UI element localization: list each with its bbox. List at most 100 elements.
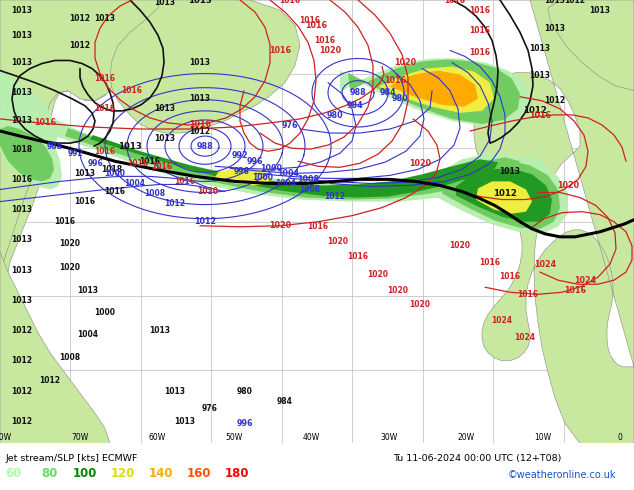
Text: 1016: 1016 [94,147,115,156]
Text: 1016: 1016 [529,111,551,121]
Text: 996: 996 [234,167,250,176]
Polygon shape [110,0,300,133]
Text: 1013: 1013 [155,104,176,113]
Text: 980: 980 [237,387,253,395]
Text: 1013: 1013 [11,5,32,15]
Polygon shape [548,0,634,91]
Text: 160: 160 [187,467,212,480]
Text: 1016: 1016 [299,16,321,24]
Text: 1012: 1012 [39,376,60,386]
Polygon shape [476,181,532,214]
Polygon shape [0,0,210,277]
Polygon shape [0,0,120,333]
Text: 1012: 1012 [70,14,91,23]
Text: 1016: 1016 [280,0,301,4]
Text: 1013: 1013 [545,0,566,4]
Text: 1013: 1013 [190,58,210,67]
Text: 1013: 1013 [529,44,550,53]
Text: 1024: 1024 [574,276,596,285]
Text: 1020: 1020 [409,159,431,168]
Polygon shape [430,153,568,234]
Text: 992: 992 [67,148,83,158]
Text: 1013: 1013 [11,205,32,214]
Text: 1013: 1013 [190,94,210,103]
Polygon shape [340,58,532,126]
Text: 60: 60 [5,467,22,480]
Text: 120: 120 [111,467,135,480]
Text: 1020: 1020 [394,58,416,67]
Text: 988: 988 [197,142,214,150]
Text: 1013: 1013 [155,134,176,143]
Polygon shape [0,252,110,443]
Text: 1013: 1013 [11,266,32,274]
Text: 1013: 1013 [11,58,32,67]
Text: 1016: 1016 [305,21,327,30]
Text: ©weatheronline.co.uk: ©weatheronline.co.uk [507,470,616,480]
Text: 1016: 1016 [75,197,96,206]
Text: 1016: 1016 [55,217,75,226]
Text: 1016: 1016 [470,5,491,15]
Polygon shape [0,71,58,149]
Text: 1012: 1012 [11,356,32,366]
Text: 992: 992 [231,151,249,160]
Text: 996: 996 [87,159,103,168]
Text: 1016: 1016 [94,104,115,113]
Text: 20W: 20W [457,434,474,442]
Polygon shape [0,126,54,181]
Text: 1008: 1008 [299,185,321,194]
Text: 1013: 1013 [188,0,212,4]
Text: 1016: 1016 [105,187,126,196]
Text: 1013: 1013 [174,417,195,426]
Text: 80: 80 [41,467,58,480]
Text: 1012: 1012 [11,417,32,426]
Polygon shape [442,160,560,229]
Polygon shape [55,119,545,201]
Text: 10W: 10W [534,434,552,442]
Text: 1013: 1013 [11,117,32,125]
Polygon shape [215,168,270,185]
Polygon shape [456,168,552,222]
Text: 988: 988 [349,88,366,97]
Text: 1016: 1016 [314,36,335,45]
Text: 1016: 1016 [152,162,172,171]
Text: 1008: 1008 [60,353,81,362]
Text: 1016: 1016 [479,258,500,267]
Text: 1008: 1008 [297,175,319,184]
Text: 1000: 1000 [260,164,282,173]
Text: 1004: 1004 [276,179,297,188]
Text: 1020: 1020 [368,270,389,279]
Text: 1016: 1016 [94,74,115,83]
Text: 1016: 1016 [564,286,586,295]
Text: 1020: 1020 [557,181,579,190]
Text: 60W: 60W [148,434,166,442]
Text: 1016: 1016 [139,157,160,166]
Text: 996: 996 [247,157,263,166]
Text: 1012: 1012 [523,106,547,115]
Text: 1018: 1018 [11,145,32,154]
Text: 1016: 1016 [517,290,538,299]
Text: 1016: 1016 [122,86,143,95]
Polygon shape [65,128,520,199]
Text: 1012: 1012 [325,192,346,201]
Text: 1020: 1020 [319,46,341,55]
Text: 180: 180 [225,467,250,480]
Text: 1012: 1012 [564,0,586,4]
Text: 1016: 1016 [444,0,465,4]
Text: 1020: 1020 [410,300,430,309]
Text: 1013: 1013 [118,142,142,150]
Text: 996: 996 [236,419,253,428]
Text: 1013: 1013 [164,387,186,395]
Text: 50W: 50W [226,434,243,442]
Text: 1024: 1024 [534,260,556,269]
Text: 1012: 1012 [70,41,91,50]
Polygon shape [348,59,520,124]
Text: 1016: 1016 [127,159,148,168]
Text: 1020: 1020 [60,240,81,248]
Text: 1012: 1012 [493,189,517,198]
Text: 1004: 1004 [277,169,299,178]
Text: 1016: 1016 [269,46,291,55]
Text: 976: 976 [202,404,218,413]
Text: 1016: 1016 [470,26,491,35]
Text: 1016: 1016 [174,177,195,186]
Text: 1024: 1024 [491,316,512,325]
